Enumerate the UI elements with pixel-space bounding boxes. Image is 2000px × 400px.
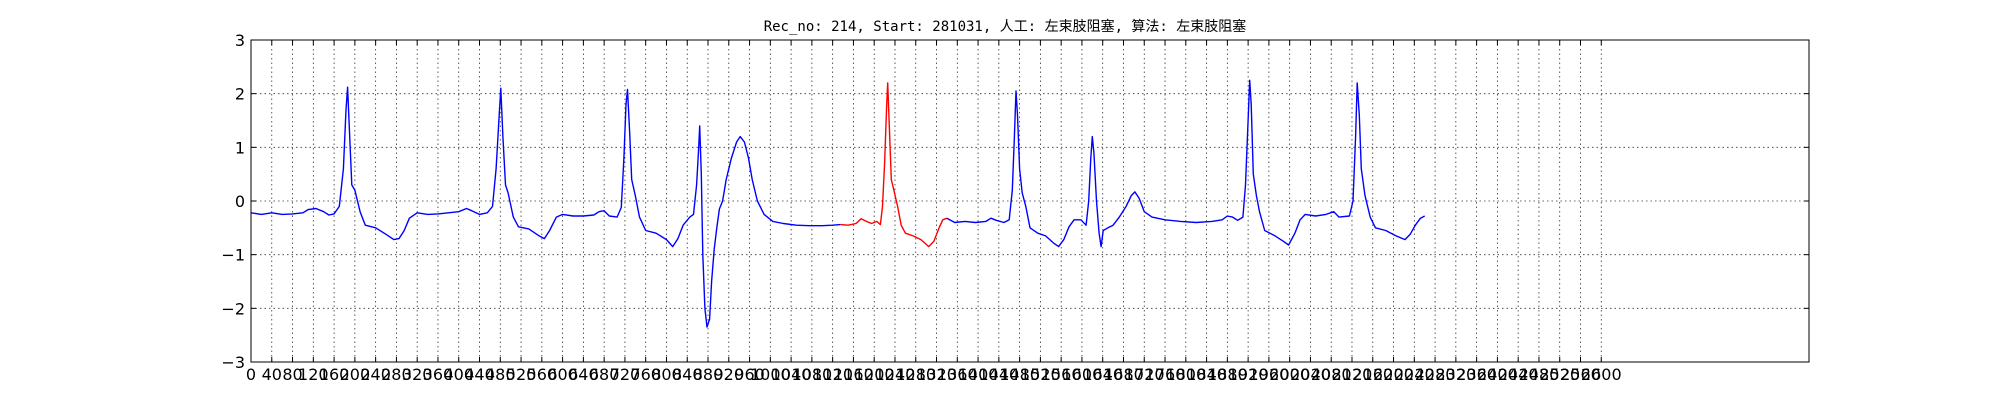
x-tick-label: 1240 [875,365,916,384]
y-tick-label: 3 [235,31,245,50]
x-tick-label: 400 [443,365,474,384]
x-axis-tick-labels: 0 40 8012016020024028032036040044048052056… [246,365,1622,384]
x-tick-label: 1480 [999,365,1040,384]
y-tick-label: 0 [235,192,245,211]
x-tick-label: 2440 [1498,365,1539,384]
x-tick-label: 1880 [1207,365,1248,384]
y-tick-label: −1 [221,246,245,265]
x-tick-label: 1680 [1103,365,1144,384]
x-tick-label: 560 [527,365,558,384]
y-tick-label: 2 [235,85,245,104]
x-tick-label: 120 [298,365,329,384]
x-tick-label: 1280 [895,365,936,384]
x-tick-label: 640 [568,365,599,384]
x-tick-label: 680 [589,365,620,384]
x-tick-label: 1760 [1145,365,1186,384]
x-tick-label: 360 [423,365,454,384]
x-tick-label: 1080 [792,365,833,384]
x-tick-label: 440 [464,365,495,384]
axis-ticks [250,39,1809,363]
x-tick-label: 840 [672,365,703,384]
x-tick-label: 1360 [937,365,978,384]
x-tick-label: 2360 [1456,365,1497,384]
x-tick-label: 200 [340,365,371,384]
x-tick-label: 40 [262,365,282,384]
x-tick-label: 1400 [958,365,999,384]
series-group [250,79,1426,328]
x-tick-label: 2520 [1539,365,1580,384]
x-tick-label: 1200 [854,365,895,384]
x-tick-label: 2040 [1290,365,1331,384]
y-tick-label: −3 [221,353,245,372]
x-tick-label: 1160 [833,365,874,384]
x-tick-label: 1520 [1020,365,1061,384]
x-tick-label: 1440 [978,365,1019,384]
x-tick-label: 2240 [1394,365,1435,384]
x-tick-label: 2560 [1560,365,1601,384]
x-tick-label: 1800 [1165,365,1206,384]
x-tick-label: 1600 [1062,365,1103,384]
x-tick-label: 960 [734,365,765,384]
y-tick-label: −2 [221,299,245,318]
x-tick-label: 2080 [1311,365,1352,384]
x-tick-label: 2280 [1415,365,1456,384]
x-tick-label: 2600 [1581,365,1622,384]
x-tick-label: 880 [693,365,724,384]
x-tick-label: 760 [630,365,661,384]
x-tick-label: 0 [246,365,256,384]
x-tick-label: 600 [547,365,578,384]
ecg-trace-segment [946,79,1426,248]
x-tick-label: 2480 [1519,365,1560,384]
x-tick-label: 1120 [812,365,853,384]
x-tick-label: 2160 [1352,365,1393,384]
x-tick-label: 2320 [1435,365,1476,384]
x-tick-label: 2120 [1332,365,1373,384]
ecg-trace-segment [250,86,841,328]
x-tick-label: 1000 [750,365,791,384]
x-tick-label: 160 [319,365,350,384]
x-tick-label: 480 [485,365,516,384]
x-tick-label: 240 [360,365,391,384]
x-tick-label: 1040 [771,365,812,384]
x-tick-label: 1560 [1041,365,1082,384]
x-tick-label: 720 [610,365,641,384]
ecg-highlight-segment [840,82,948,248]
x-tick-label: 2000 [1269,365,1310,384]
x-tick-label: 520 [506,365,537,384]
x-tick-label: 1320 [916,365,957,384]
x-tick-label: 800 [651,365,682,384]
grid [251,40,1809,362]
x-tick-label: 1720 [1124,365,1165,384]
x-tick-label: 80 [282,365,302,384]
x-tick-label: 320 [402,365,433,384]
x-tick-label: 1960 [1249,365,1290,384]
x-tick-label: 920 [714,365,745,384]
x-tick-label: 2400 [1477,365,1518,384]
x-tick-label: 280 [381,365,412,384]
x-tick-label: 1840 [1186,365,1227,384]
x-tick-label: 1640 [1082,365,1123,384]
chart-title: Rec_no: 214, Start: 281031, 人工: 左束肢阻塞, 算… [764,18,1247,35]
y-tick-label: 1 [235,138,245,157]
x-tick-label: 2200 [1373,365,1414,384]
x-tick-label: 1920 [1228,365,1269,384]
y-axis-tick-labels: −3 −2 −1 0 1 2 3 [221,31,245,372]
